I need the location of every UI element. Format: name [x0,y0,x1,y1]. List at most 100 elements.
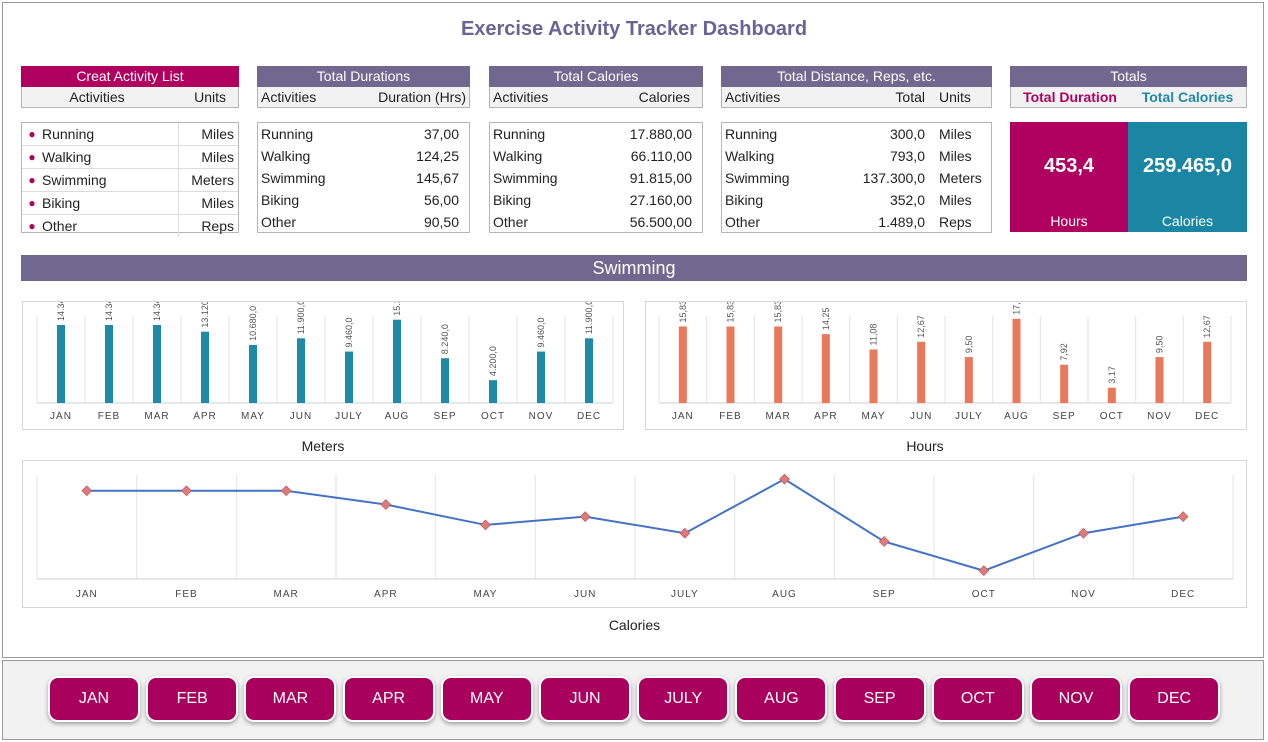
bullet-icon: ● [28,196,36,210]
tick-label: FEB [719,411,741,422]
activity-name: Swimming [42,172,107,188]
activity-value: 27.160,00 [629,192,692,208]
bullet-icon: ● [28,127,36,141]
dashboard-frame [2,2,1264,658]
tick-label: JAN [76,589,98,600]
table-row: Biking 27.160,00 [490,189,702,211]
activity-name: Biking [493,192,532,208]
month-button-aug[interactable]: AUG [737,678,826,720]
month-button-jan[interactable]: JAN [50,678,138,720]
section-title: Swimming [21,255,1247,281]
month-button-jun[interactable]: JUN [541,678,629,720]
tick-label: AUG [1004,411,1029,422]
tick-label: JUN [290,411,312,422]
month-button-sep[interactable]: SEP [835,678,924,720]
activity-value: 37,00 [423,126,459,142]
data-label: 7,92 [1059,343,1069,361]
month-button-mar[interactable]: MAR [246,678,335,720]
distance-total: 352,0 [889,192,925,208]
activity-row: ● Swimming Meters [22,169,238,192]
data-label: 9.460,0 [536,318,546,348]
table-row: Biking 56,00 [258,189,469,211]
tick-label: FEB [175,589,197,600]
distance-unit: Reps [939,214,972,230]
tick-label: OCT [481,411,505,422]
tick-label: JULY [955,411,983,422]
tick-label: SEP [1053,411,1076,422]
bar [393,319,401,403]
activity-name: Running [261,126,314,142]
col-calories: Calories [638,89,690,105]
bar [678,326,687,403]
tick-label: JAN [672,411,694,422]
data-point [1078,527,1089,539]
data-label: 9.460,0 [344,318,354,348]
data-label: 17,42 [1012,302,1022,315]
bar [726,326,735,403]
activity-list-subheader: Activities Units [21,87,239,108]
col-units: Units [939,89,971,105]
activity-value: 56,00 [423,192,459,208]
total-calories-label: Total Calories [1141,89,1234,105]
data-label: 10.680,0 [248,306,258,341]
data-label: 12,67 [916,315,926,338]
distance-subheader: Activities Total Units [721,87,992,108]
total-calories-unit: Calories [1161,213,1214,229]
tick-label: APR [193,411,217,422]
table-row: Walking 66.110,00 [490,145,702,167]
bar [153,325,161,403]
distance-total: 1.489,0 [878,214,925,230]
table-row: Running 37,00 [258,123,469,145]
bar [1012,318,1021,403]
distance-panel: Total Distance, Reps, etc. Activities To… [721,66,992,108]
month-button-oct[interactable]: OCT [933,678,1022,720]
month-button-may[interactable]: MAY [442,678,531,720]
calories-line-chart: JAN FEB MAR APR MAY JUN JULY AUG SEP OCT NOV DEC [36,473,1234,600]
col-activities: Activities [493,89,549,105]
tick-label: APR [814,411,838,422]
tick-label: NOV [1147,411,1172,422]
activity-value: 90,50 [423,214,459,230]
month-button-dec[interactable]: DEC [1130,678,1219,720]
activity-value: 145,67 [416,170,459,186]
data-label: 11.900,0 [584,302,594,334]
bar [1107,387,1116,403]
tick-label: DEC [1195,411,1219,422]
bar [345,351,353,403]
activity-name: Other [725,214,761,230]
activity-row: ● Biking Miles [22,192,238,215]
month-button-nov[interactable]: NOV [1032,678,1120,720]
data-label: 15,83 [726,302,736,322]
month-button-july[interactable]: JULY [639,678,728,720]
activity-list-table: ● Running Miles ● Walking Miles ● Swimming Meter… [21,122,239,237]
bar [57,325,65,403]
durations-panel: Total Durations Activities Duration (Hrs… [257,66,470,108]
total-duration-label: Total Duration [1023,89,1117,105]
bar [537,351,545,403]
bullet-icon: ● [28,219,36,233]
activity-name: Swimming [725,170,790,186]
tick-label: JULY [671,589,699,600]
bullet-icon: ● [28,173,36,187]
tick-label: APR [374,589,398,600]
tick-label: SEP [433,411,456,422]
table-row: Running 300,0 Miles [722,123,991,145]
activity-name: Other [493,214,529,230]
distance-total: 793,0 [889,148,925,164]
col-activities: Activities [725,89,781,105]
month-button-feb[interactable]: FEB [148,678,237,720]
activity-name: Biking [42,195,81,211]
activity-name: Walking [261,148,311,164]
tick-label: AUG [772,589,797,600]
bar [105,325,113,403]
activity-value: 124,25 [416,148,459,164]
col-activities: Activities [261,89,317,105]
bar [964,357,973,403]
distance-unit: Miles [939,148,972,164]
data-point [81,485,93,497]
data-point [878,536,890,547]
calories-chart-box: JAN FEB MAR APR MAY JUN JULY AUG SEP OCT NOV DEC [22,460,1247,608]
month-button-apr[interactable]: APR [344,678,433,720]
tick-label: OCT [972,589,996,600]
tick-label: JULY [335,411,363,422]
